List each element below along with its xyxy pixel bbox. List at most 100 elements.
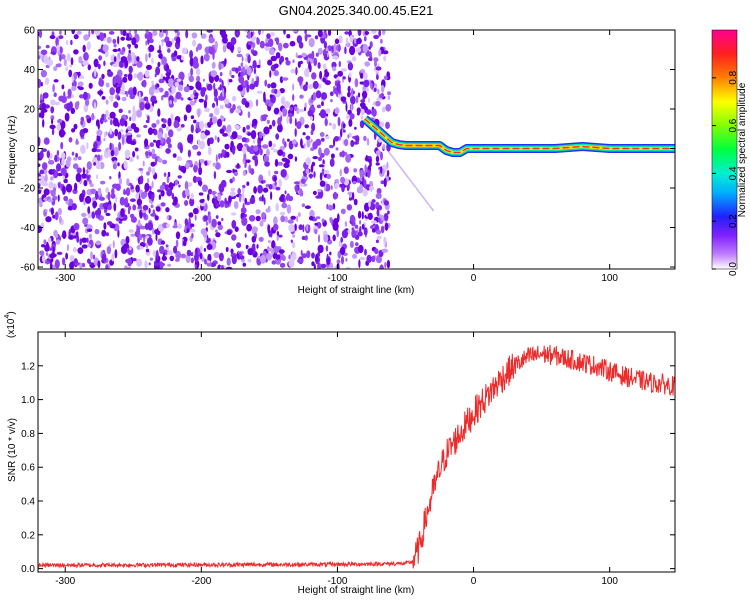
noise-blob	[353, 168, 358, 173]
noise-blob	[107, 191, 111, 201]
noise-blob	[214, 107, 220, 116]
noise-blob	[251, 235, 257, 243]
noise-blob	[224, 204, 229, 208]
noise-blob	[242, 262, 247, 267]
noise-blob	[129, 157, 134, 163]
noise-blob	[145, 30, 149, 35]
noise-blob	[105, 109, 109, 118]
x-tick-label: 0	[471, 273, 477, 284]
noise-blob	[321, 218, 325, 223]
noise-blob	[39, 169, 45, 175]
noise-region	[38, 30, 434, 269]
noise-blob	[268, 140, 273, 147]
noise-blob	[108, 31, 115, 35]
noise-blob	[261, 212, 266, 219]
noise-blob	[362, 43, 368, 54]
noise-blob	[298, 224, 304, 231]
noise-blob	[176, 156, 182, 161]
noise-blob	[136, 109, 142, 118]
noise-blob	[189, 100, 196, 106]
noise-blob	[219, 128, 225, 134]
noise-blob	[385, 121, 390, 129]
noise-blob	[359, 256, 366, 261]
noise-blob	[213, 88, 218, 98]
noise-blob	[360, 108, 365, 116]
noise-blob	[234, 226, 239, 232]
noise-blob	[52, 253, 57, 258]
noise-blob	[167, 143, 172, 149]
noise-blob	[352, 253, 358, 259]
noise-blob	[355, 47, 362, 53]
noise-blob	[50, 115, 55, 121]
noise-blob	[147, 127, 154, 135]
noise-blob	[82, 44, 86, 53]
noise-blob	[56, 44, 60, 52]
noise-blob	[281, 202, 288, 209]
noise-blob	[87, 243, 91, 248]
noise-blob	[233, 171, 238, 176]
noise-blob	[120, 208, 125, 218]
noise-blob	[173, 245, 178, 254]
noise-blob	[326, 257, 331, 262]
noise-blob	[151, 85, 157, 91]
noise-trail-dot	[389, 153, 392, 155]
noise-blob	[198, 140, 206, 150]
noise-blob	[146, 64, 152, 70]
x-tick-label: -200	[191, 273, 211, 284]
noise-blob	[38, 55, 41, 60]
noise-blob	[82, 217, 89, 225]
noise-blob	[373, 57, 379, 63]
noise-blob	[208, 214, 212, 224]
noise-blob	[110, 119, 113, 126]
x-tick-label: 0	[471, 576, 477, 587]
noise-blob	[266, 252, 272, 261]
noise-blob	[173, 50, 178, 57]
noise-blob	[282, 138, 285, 145]
noise-blob	[318, 147, 322, 156]
noise-blob	[105, 187, 109, 194]
noise-blob	[121, 83, 125, 91]
noise-blob	[75, 262, 81, 266]
noise-blob	[361, 211, 364, 220]
noise-blob	[342, 129, 346, 133]
noise-blob	[268, 169, 271, 177]
noise-blob	[149, 142, 155, 148]
noise-blob	[322, 63, 327, 71]
noise-blob	[381, 248, 388, 253]
noise-blob	[338, 60, 341, 68]
noise-blob	[355, 135, 360, 144]
noise-blob	[156, 83, 160, 88]
noise-blob	[240, 62, 244, 67]
noise-blob	[277, 117, 282, 126]
noise-blob	[316, 52, 319, 57]
noise-blob	[181, 47, 188, 55]
noise-blob	[58, 215, 62, 224]
noise-blob	[103, 222, 107, 230]
noise-blob	[94, 30, 101, 36]
noise-blob	[314, 228, 318, 235]
noise-blob	[256, 90, 263, 94]
noise-blob	[224, 143, 230, 150]
noise-blob	[90, 188, 97, 195]
noise-blob	[200, 55, 204, 65]
x-tick-label: 100	[601, 273, 618, 284]
noise-blob	[83, 91, 88, 101]
noise-blob	[348, 191, 352, 199]
noise-blob	[128, 109, 131, 114]
noise-blob	[247, 41, 253, 46]
noise-blob	[171, 85, 176, 94]
noise-blob	[118, 220, 123, 224]
noise-blob	[225, 266, 233, 269]
noise-blob	[265, 37, 269, 44]
noise-blob	[198, 166, 203, 176]
noise-blob	[45, 216, 52, 223]
noise-blob	[94, 190, 99, 200]
noise-blob	[304, 124, 310, 129]
noise-blob	[333, 136, 339, 142]
noise-blob	[190, 257, 194, 264]
noise-blob	[157, 131, 163, 140]
noise-blob	[292, 234, 296, 238]
noise-blob	[237, 105, 242, 111]
noise-blob	[255, 215, 261, 222]
noise-blob	[317, 47, 323, 55]
